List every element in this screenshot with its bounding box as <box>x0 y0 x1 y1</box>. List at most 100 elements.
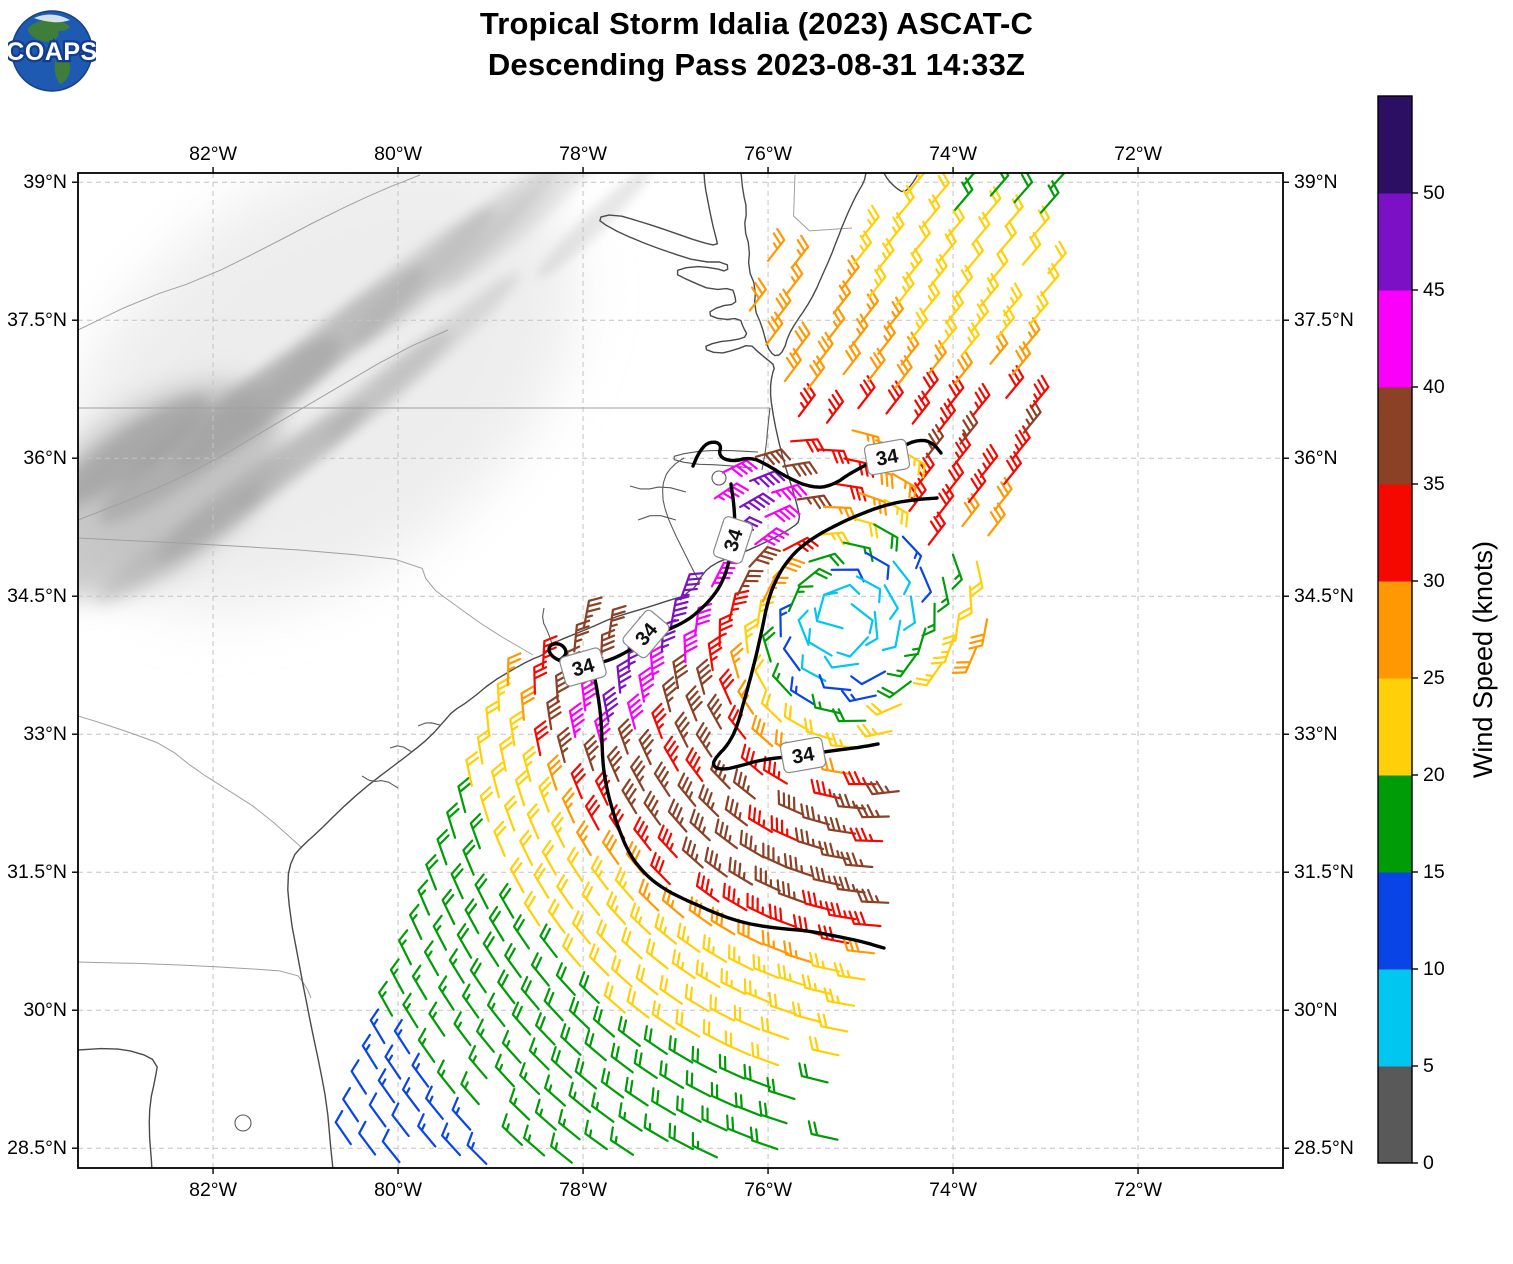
wind-barb <box>737 918 764 946</box>
wind-barb <box>994 476 1013 511</box>
lat-tick-label-right: 31.5°N <box>1294 861 1354 883</box>
wind-barb <box>621 778 638 815</box>
wind-barb <box>672 653 689 690</box>
wind-barb <box>555 962 576 996</box>
wind-barb <box>938 315 958 350</box>
colorbar-segment <box>1378 96 1412 194</box>
wind-barb <box>638 666 655 703</box>
wind-barb <box>790 234 810 269</box>
terrain-ridge <box>323 272 521 444</box>
wind-barb <box>746 892 773 920</box>
estuary-shoreline <box>417 722 441 727</box>
wind-barb <box>832 280 852 315</box>
wind-barb <box>594 769 611 806</box>
wind-barb <box>482 931 500 967</box>
estuary-shoreline <box>637 515 677 521</box>
wind-barb <box>783 853 813 877</box>
wind-barb <box>560 1023 582 1056</box>
wind-barb <box>836 636 870 658</box>
wind-barb <box>997 220 1017 255</box>
wind-barb <box>588 943 610 977</box>
wind-barb <box>600 1067 625 1099</box>
wind-barb <box>402 992 419 1029</box>
wind-barb <box>832 792 866 810</box>
wind-barb <box>533 660 548 695</box>
wind-barb <box>853 230 873 265</box>
wind-barb <box>739 829 765 859</box>
wind-barb-layer <box>334 173 1067 1165</box>
wind-barb <box>441 888 456 925</box>
wind-barb <box>691 1045 718 1074</box>
colorbar-tick-label: 45 <box>1423 279 1445 301</box>
wind-barb <box>702 1018 729 1047</box>
wind-barb <box>850 670 887 686</box>
wind-barb <box>850 603 874 635</box>
lat-tick-label-right: 33°N <box>1294 723 1338 745</box>
colorbar-segment <box>1378 678 1412 776</box>
wind-barb <box>954 350 973 385</box>
wind-barb <box>538 776 552 813</box>
wind-barb <box>649 644 665 680</box>
wind-barb <box>534 1098 557 1131</box>
lake-outline <box>711 470 727 486</box>
wind-barb <box>668 1122 694 1151</box>
wind-barb <box>704 846 728 878</box>
wind-barb <box>378 980 394 1017</box>
wind-barb <box>651 1087 677 1116</box>
wind-barb <box>766 227 786 262</box>
wind-barb <box>797 609 810 646</box>
wind-barb <box>809 951 840 973</box>
lon-tick-label-bottom: 80°W <box>374 1179 422 1201</box>
wind-barb <box>476 729 491 765</box>
contour-label-34: 34 <box>712 516 754 564</box>
wind-barb <box>856 723 893 738</box>
wind-barb <box>568 997 591 1030</box>
wind-barb <box>423 940 440 977</box>
figure-title-line2: Descending Pass 2023-08-31 14:33Z <box>487 46 1026 82</box>
wind-barb <box>460 1071 480 1106</box>
lat-tick-label-left: 39°N <box>23 171 67 193</box>
wind-barb <box>601 829 620 865</box>
wind-barb <box>848 910 882 928</box>
wind-barb <box>448 948 465 984</box>
wind-barb <box>659 1060 685 1089</box>
wind-barb <box>520 975 540 1011</box>
wind-barb <box>1030 374 1050 409</box>
wind-barb <box>457 777 471 814</box>
wind-barb <box>744 618 758 654</box>
wind-barb <box>818 674 852 692</box>
wind-barb <box>783 702 809 731</box>
colorbar-tick-label: 10 <box>1423 958 1445 980</box>
wind-barb <box>630 755 646 792</box>
wind-barb <box>456 923 473 959</box>
wind-barb <box>436 1059 456 1094</box>
wind-barb <box>768 991 798 1016</box>
wind-barb <box>749 1126 779 1151</box>
wind-barb <box>827 306 846 341</box>
wind-barb <box>685 685 703 722</box>
wind-barb <box>726 1114 754 1140</box>
wind-barb <box>875 238 895 272</box>
wind-barb <box>606 891 627 925</box>
wind-barb <box>867 264 887 299</box>
wind-barb <box>816 448 850 465</box>
wind-barb <box>900 449 926 479</box>
wind-barb <box>643 1113 669 1142</box>
wind-barb <box>411 964 428 1001</box>
wind-barb <box>425 1085 444 1120</box>
wind-barb <box>568 1081 592 1114</box>
wind-barb <box>865 702 903 716</box>
contour-label-box <box>863 438 911 476</box>
wind-barb <box>969 560 984 597</box>
lat-tick-label-right: 30°N <box>1294 999 1338 1021</box>
wind-barb <box>797 383 816 418</box>
wind-barb <box>691 1131 718 1159</box>
wind-barb <box>721 459 758 478</box>
wind-barb <box>512 914 530 950</box>
wind-barb <box>566 846 584 883</box>
wind-barb <box>951 646 978 674</box>
estuary-shoreline <box>673 450 759 469</box>
wind-barb <box>842 771 877 786</box>
wind-barb <box>825 389 845 424</box>
